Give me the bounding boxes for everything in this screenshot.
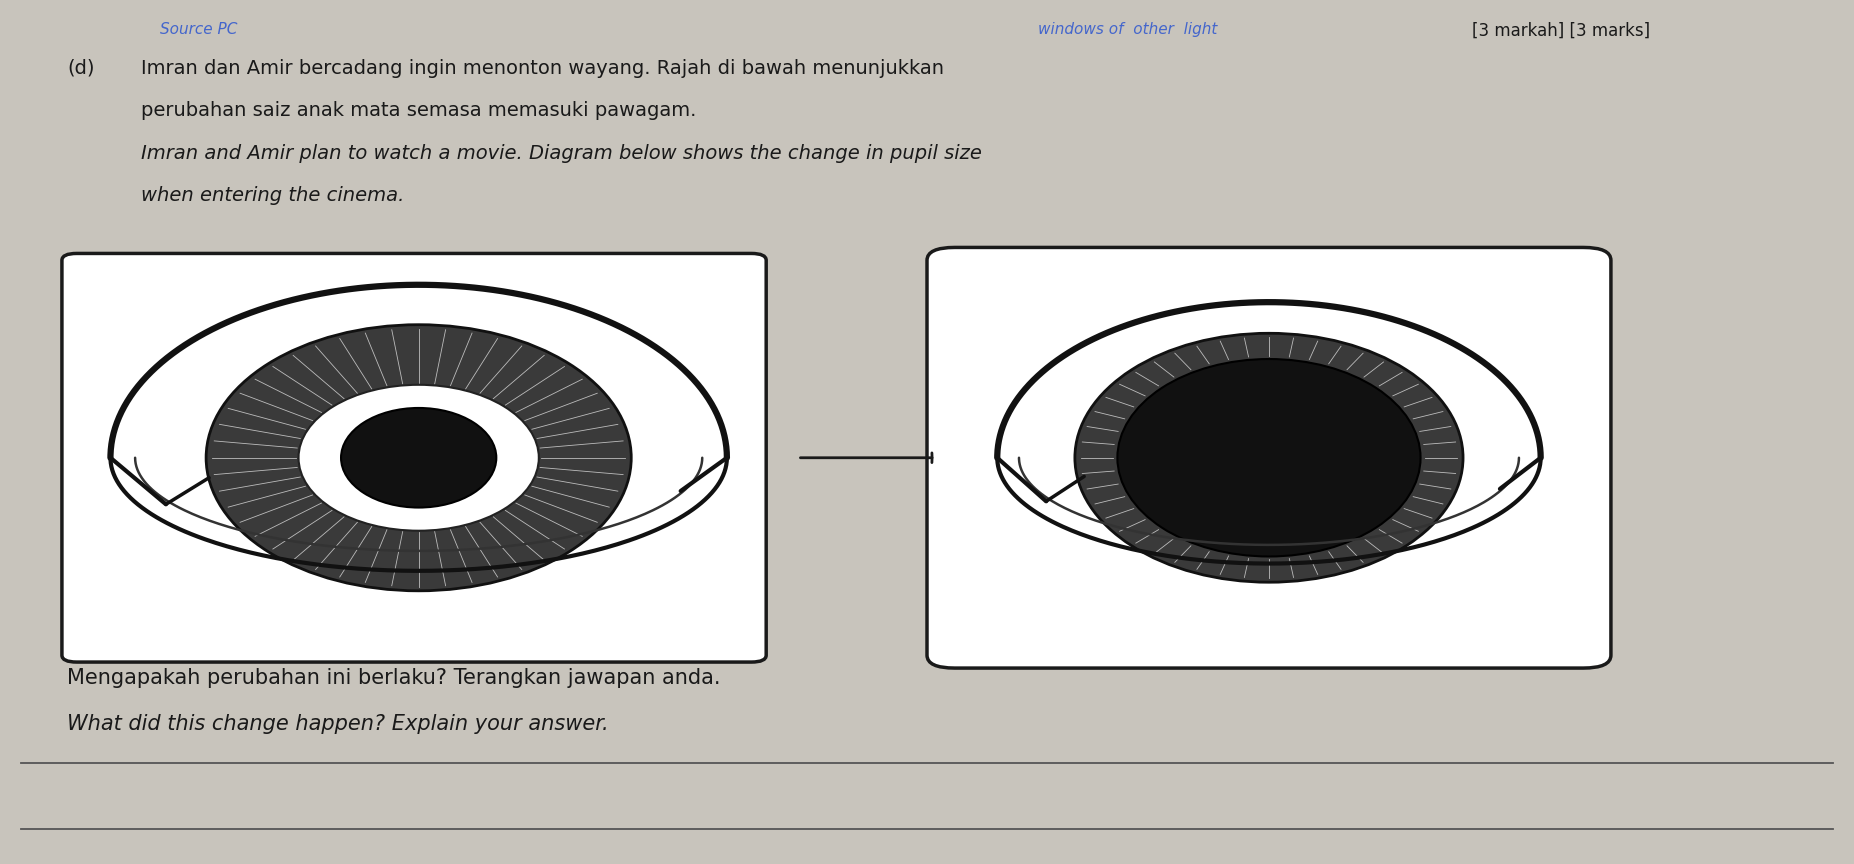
Text: Imran dan Amir bercadang ingin menonton wayang. Rajah di bawah menunjukkan: Imran dan Amir bercadang ingin menonton …	[141, 59, 944, 78]
Text: perubahan saiz anak mata semasa memasuki pawagam.: perubahan saiz anak mata semasa memasuki…	[141, 101, 697, 120]
Text: [3 markah] [3 marks]: [3 markah] [3 marks]	[1472, 22, 1650, 40]
Ellipse shape	[1118, 359, 1420, 556]
Ellipse shape	[298, 384, 540, 530]
Text: (d): (d)	[67, 59, 95, 78]
Text: Source PC: Source PC	[159, 22, 237, 36]
Text: What did this change happen? Explain your answer.: What did this change happen? Explain you…	[67, 714, 610, 734]
FancyBboxPatch shape	[61, 253, 766, 662]
Ellipse shape	[206, 325, 630, 591]
Text: Mengapakah perubahan ini berlaku? Terangkan jawapan anda.: Mengapakah perubahan ini berlaku? Terang…	[67, 668, 721, 688]
Text: when entering the cinema.: when entering the cinema.	[141, 186, 404, 205]
Text: Imran and Amir plan to watch a movie. Diagram below shows the change in pupil si: Imran and Amir plan to watch a movie. Di…	[141, 144, 983, 163]
Ellipse shape	[341, 408, 497, 507]
FancyBboxPatch shape	[927, 247, 1611, 668]
Text: windows of  other  light: windows of other light	[1038, 22, 1218, 36]
Ellipse shape	[1075, 334, 1463, 582]
